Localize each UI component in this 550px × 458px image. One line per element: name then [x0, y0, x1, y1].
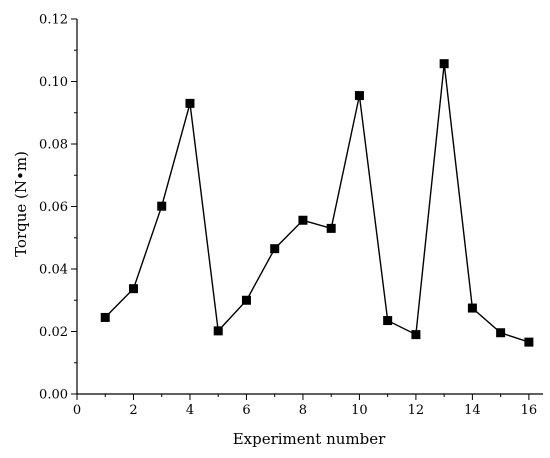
data-point: [496, 328, 506, 338]
data-point: [524, 337, 534, 347]
data-point: [241, 295, 251, 305]
y-axis-label: Torque (N•m): [12, 151, 30, 257]
x-tick-label: 2: [129, 403, 137, 418]
data-point: [128, 284, 138, 294]
data-point: [185, 98, 195, 108]
x-tick-label: 10: [351, 403, 368, 418]
y-tick-label: 0.02: [39, 325, 68, 340]
y-tick-label: 0.08: [39, 138, 68, 153]
x-tick-label: 0: [73, 403, 81, 418]
data-point: [100, 312, 110, 322]
data-point: [157, 201, 167, 211]
data-point: [354, 91, 364, 101]
data-point: [411, 330, 421, 340]
data-point: [467, 303, 477, 313]
y-tick-label: 0.12: [39, 13, 68, 28]
data-point: [213, 326, 223, 336]
y-tick-label: 0.04: [39, 263, 68, 278]
data-point: [383, 316, 393, 326]
x-tick-label: 4: [186, 403, 194, 418]
y-tick-label: 0.06: [39, 200, 68, 215]
x-tick-label: 6: [242, 403, 250, 418]
data-point: [298, 215, 308, 225]
data-point: [439, 59, 449, 69]
x-axis-label: Experiment number: [233, 430, 386, 448]
x-tick-label: 12: [408, 403, 425, 418]
plot-area: 0 2 4 6 8 10 12 14 16 0.00 0.02 0.04 0.06 0.08 0.10 0.1…: [39, 13, 543, 418]
data-point: [270, 244, 280, 254]
x-tick-label: 14: [464, 403, 481, 418]
y-tick-label: 0.10: [39, 75, 68, 90]
data-point: [326, 223, 336, 233]
x-tick-label: 8: [299, 403, 307, 418]
y-tick-label: 0.00: [39, 388, 68, 403]
x-tick-label: 16: [521, 403, 538, 418]
series-line: [104, 63, 530, 343]
